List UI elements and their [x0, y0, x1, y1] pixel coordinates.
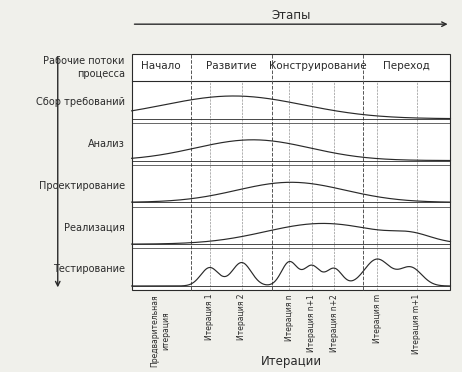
Text: Итерации: Итерации — [261, 355, 322, 368]
Text: Итерация m+1: Итерация m+1 — [413, 294, 421, 354]
Text: Проектирование: Проектирование — [39, 181, 125, 190]
Text: Итерация m: Итерация m — [373, 294, 382, 343]
Text: Предварительная
итерация: Предварительная итерация — [151, 294, 170, 366]
Text: Итерация n+2: Итерация n+2 — [329, 294, 339, 352]
Text: Итерация n+1: Итерация n+1 — [307, 294, 316, 352]
Text: Конструирование: Конструирование — [268, 61, 366, 71]
Text: Итерация n: Итерация n — [285, 294, 294, 340]
Text: Рабочие потоки
процесса: Рабочие потоки процесса — [43, 56, 125, 79]
Text: Итерация 1: Итерация 1 — [205, 294, 214, 340]
Text: Сбор требований: Сбор требований — [36, 97, 125, 107]
Text: Итерация 2: Итерация 2 — [237, 294, 246, 340]
Text: Анализ: Анализ — [88, 139, 125, 149]
Text: Этапы: Этапы — [271, 9, 311, 22]
Text: Тестирование: Тестирование — [53, 264, 125, 274]
Text: Начало: Начало — [141, 61, 181, 71]
Bar — [132, 54, 450, 290]
Text: Развитие: Развитие — [206, 61, 256, 71]
Text: Переход: Переход — [383, 61, 430, 71]
Text: Реализация: Реализация — [64, 222, 125, 232]
